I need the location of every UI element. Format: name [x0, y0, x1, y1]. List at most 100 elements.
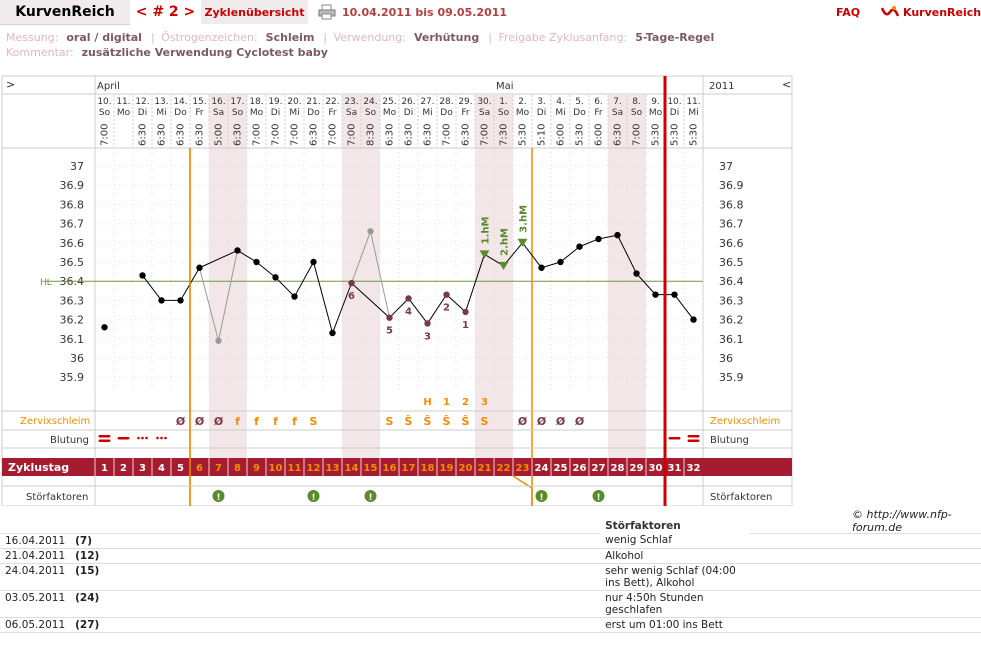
- day-weekday: Mo: [250, 108, 264, 118]
- temp-point: [329, 329, 336, 337]
- cell-empty: [750, 548, 981, 564]
- temp-line-segment: [199, 250, 238, 269]
- row-label-stoerfaktoren: Störfaktoren: [26, 492, 88, 503]
- y-tick-left: 36.3: [60, 294, 85, 307]
- cycle-nav[interactable]: < # 2 >: [135, 4, 196, 20]
- temp-point: [614, 231, 621, 239]
- hm-label: 3.hM: [519, 205, 530, 233]
- y-tick-right: 36.9: [719, 179, 744, 192]
- day-date: 29.: [458, 97, 472, 107]
- bleeding-spotting: [156, 436, 159, 440]
- peak-mark: 2: [462, 397, 469, 408]
- y-tick-left: 37: [70, 160, 84, 173]
- y-tick-right: 36.6: [719, 237, 744, 250]
- day-time: 7:00: [271, 124, 282, 146]
- cycle-day-number: 15: [364, 463, 378, 474]
- cell-day: (27): [70, 617, 601, 633]
- y-tick-right: 36.5: [719, 256, 744, 269]
- nfp-chart: > <April Mai 201110.So7:0011.Mo12.Di6:3013.…: [1, 75, 793, 506]
- temp-point: [139, 272, 146, 279]
- day-date: 21.: [306, 97, 320, 107]
- y-tick-left: 36.5: [60, 256, 85, 269]
- high-measurement-marker: [479, 250, 490, 259]
- temp-line-segment: [579, 238, 599, 248]
- day-date: 4.: [556, 97, 565, 107]
- print-icon[interactable]: [318, 0, 336, 24]
- oestrogen-value: Schleim: [265, 31, 315, 44]
- cycle-day-number: 19: [440, 463, 454, 474]
- temp-line-segment: [142, 275, 162, 301]
- day-time: 7:00: [347, 124, 358, 146]
- temp-point: [196, 264, 203, 271]
- zervix-value: Ø: [518, 415, 528, 428]
- y-tick-right: 36.4: [719, 275, 744, 288]
- tab-zyklenuebersicht[interactable]: Zyklenübersicht: [201, 0, 308, 24]
- temp-line-segment: [522, 242, 542, 269]
- day-time: 7:00: [100, 124, 111, 146]
- high-measurement-marker: [498, 261, 509, 270]
- day-weekday: Di: [138, 108, 147, 118]
- day-weekday: Di: [271, 108, 280, 118]
- day-weekday: Do: [573, 108, 586, 118]
- logo-text: KurvenReich: [903, 5, 981, 19]
- temp-point: [101, 324, 108, 331]
- day-date: 5.: [575, 97, 584, 107]
- bleeding-heavy: [687, 435, 700, 438]
- temp-line-segment: [617, 234, 637, 274]
- temp-line-segment: [598, 234, 618, 240]
- temp-point: [595, 235, 602, 243]
- cycle-day-number: 5: [177, 463, 184, 474]
- weekend-column: [608, 95, 627, 458]
- day-weekday: Fr: [195, 108, 204, 118]
- month-mai: Mai: [496, 81, 514, 92]
- logo[interactable]: KurvenReich: [880, 0, 981, 24]
- temp-line-segment: [389, 298, 409, 319]
- temp-line-segment: [636, 273, 656, 295]
- temp-line-segment: [465, 254, 485, 313]
- cell-text: sehr wenig Schlaf (04:00 ins Bett), Alko…: [600, 563, 751, 591]
- temp-line-segment: [294, 261, 314, 297]
- year-label: 2011: [709, 81, 734, 92]
- low-count-label: 5: [386, 326, 393, 337]
- faq-link[interactable]: FAQ: [836, 5, 861, 19]
- table-row: 03.05.2011 (24) nur 4:50h Stunden geschlaf…: [0, 590, 981, 618]
- meta-line-1: Messung: oral / digital | Östrogenzeichen:…: [6, 31, 715, 44]
- day-date: 22.: [325, 97, 339, 107]
- cycle-day-number: 24: [535, 463, 549, 474]
- day-time: 5:00: [214, 124, 225, 146]
- cycle-day-number: 3: [139, 463, 146, 474]
- stoerfaktor-icon-glyph: !: [368, 493, 372, 503]
- day-weekday: Mo: [649, 108, 663, 118]
- day-date: 1.: [499, 97, 508, 107]
- brand-title[interactable]: KurvenReich: [0, 0, 130, 25]
- bleeding-spotting: [137, 436, 140, 440]
- temp-point: [671, 291, 678, 298]
- cycle-day-number: 16: [383, 463, 397, 474]
- day-weekday: Mo: [516, 108, 530, 118]
- cycle-day-number: 14: [345, 463, 359, 474]
- zervix-value: Ŝ: [462, 415, 470, 428]
- nav-left-arrow: >: [6, 78, 15, 91]
- cycle-day-number: 9: [253, 463, 260, 474]
- cycle-day-number: 7: [215, 463, 222, 474]
- day-date: 6.: [594, 97, 603, 107]
- temp-point-low: [405, 295, 412, 302]
- day-time: 5:30: [651, 124, 662, 146]
- day-weekday: Mi: [422, 108, 432, 118]
- cycle-day-band: [2, 458, 792, 476]
- low-count-label: 1: [462, 320, 469, 331]
- cycle-day-number: 6: [196, 463, 203, 474]
- temp-point: [177, 297, 184, 304]
- weekend-column: [342, 95, 361, 458]
- y-tick-left: 35.9: [60, 371, 85, 384]
- cycle-day-number: 18: [421, 463, 435, 474]
- zervix-value: Ø: [176, 415, 186, 428]
- cell-empty: [750, 590, 981, 618]
- day-weekday: Do: [174, 108, 187, 118]
- bleeding-heavy: [98, 439, 111, 442]
- verwendung-label: Verwendung:: [333, 31, 406, 44]
- day-time: 7:00: [480, 124, 491, 146]
- temp-point: [310, 258, 317, 266]
- cell-text: nur 4:50h Stunden geschlafen: [600, 590, 751, 618]
- day-weekday: Mi: [688, 108, 698, 118]
